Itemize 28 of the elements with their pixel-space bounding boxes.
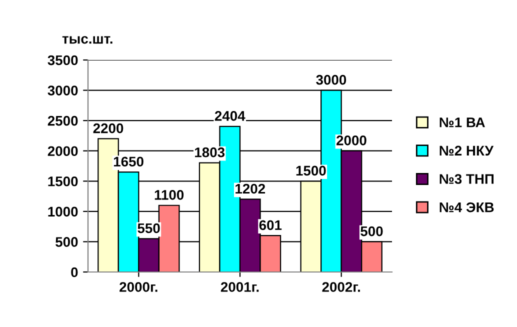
y-axis-title: тыс.шт.	[62, 36, 112, 44]
x-tick-label: 2002г.	[322, 282, 360, 292]
y-tick-label: 1500	[48, 176, 78, 186]
y-tick-label: 3000	[48, 86, 78, 96]
data-label: 1650	[114, 156, 144, 167]
x-tick-label: 2000г.	[120, 282, 158, 292]
data-label: 550	[138, 223, 160, 234]
data-label: 1500	[296, 166, 326, 176]
legend-label: №4 ЭКВ	[440, 202, 494, 212]
data-label: 500	[360, 226, 383, 236]
data-label: 1202	[236, 184, 266, 194]
y-tick-label: 2500	[48, 116, 78, 126]
legend-label: №3 ТНП	[440, 174, 494, 184]
data-label: 3000	[316, 74, 346, 85]
data-label: 1803	[195, 147, 225, 158]
y-tick-label: 2000	[48, 146, 78, 156]
data-label: 2404	[214, 111, 246, 121]
y-tick-label: 500	[56, 237, 78, 247]
legend-label: №1 ВА	[440, 118, 485, 128]
x-tick-label: 2001г.	[220, 282, 259, 292]
y-tick-label: 1000	[48, 206, 78, 217]
legend-label: №2 НКУ	[440, 146, 494, 156]
y-tick-label: 0	[71, 267, 78, 278]
data-label: 2000	[336, 136, 366, 146]
data-label: 601	[259, 220, 282, 230]
data-label: 1100	[154, 190, 184, 200]
y-tick-label: 3500	[48, 55, 78, 66]
data-label: 2200	[93, 123, 124, 134]
